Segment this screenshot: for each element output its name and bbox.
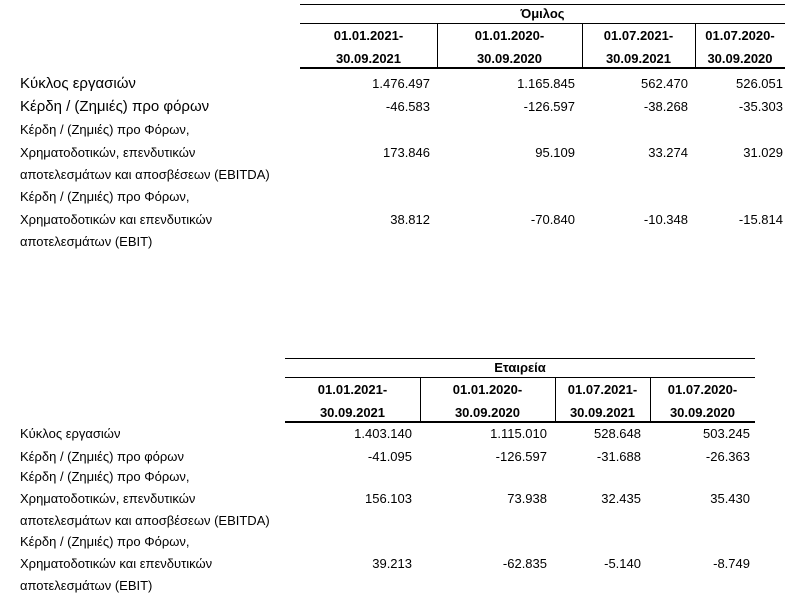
cell-value: 1.476.497 xyxy=(372,76,430,91)
row-label: Κέρδη / (Ζημιές) προ Φόρων, xyxy=(20,534,190,549)
column-header: 30.09.2021 xyxy=(605,51,672,66)
column-header: 30.09.2020 xyxy=(707,51,773,66)
cell-value: -62.835 xyxy=(502,556,547,571)
row-label: Κύκλος εργασιών xyxy=(20,426,121,441)
column-header: 30.09.2021 xyxy=(569,405,636,420)
row-label: Κύκλος εργασιών xyxy=(20,75,136,92)
cell-value: -5.140 xyxy=(604,556,641,571)
separator xyxy=(582,24,583,68)
row-label: αποτελεσμάτων (EBIT) xyxy=(20,578,153,593)
cell-value: 38.812 xyxy=(390,211,430,227)
rule xyxy=(285,421,755,423)
column-header: 30.09.2021 xyxy=(319,405,386,420)
cell-value: -126.597 xyxy=(523,99,575,114)
cell-value: -70.840 xyxy=(530,211,575,227)
cell-value: 173.846 xyxy=(383,144,430,160)
rule xyxy=(300,67,785,69)
column-header: 30.09.2021 xyxy=(335,51,402,66)
row-label: Κέρδη / (Ζημιές) προ Φόρων, xyxy=(20,189,190,204)
cell-value: -38.268 xyxy=(643,99,688,114)
cell-value: 1.403.140 xyxy=(354,426,412,441)
row-label: Χρηματοδοτικών, επενδυτικών xyxy=(20,491,196,506)
column-header: 01.07.2020- xyxy=(705,28,775,43)
cell-value: -41.095 xyxy=(367,449,412,464)
cell-value: 39.213 xyxy=(372,556,412,571)
column-header: 30.09.2020 xyxy=(454,405,521,420)
separator xyxy=(555,378,556,422)
cell-value: -46.583 xyxy=(385,99,430,114)
row-label: Χρηματοδοτικών, επενδυτικών xyxy=(20,144,196,160)
column-header: 01.01.2021- xyxy=(333,28,404,43)
row-label: αποτελεσμάτων (EBIT) xyxy=(20,234,153,249)
cell-value: 526.051 xyxy=(736,76,783,91)
group-title: Εταιρεία xyxy=(494,360,546,375)
cell-value: -126.597 xyxy=(495,449,547,464)
cell-value: -31.688 xyxy=(596,449,641,464)
row-label: Κέρδη / (Ζημιές) προ Φόρων, xyxy=(20,122,190,137)
cell-value: 31.029 xyxy=(743,144,783,160)
cell-value: 1.165.845 xyxy=(517,76,575,91)
separator xyxy=(695,24,696,68)
cell-value: -15.814 xyxy=(738,211,783,227)
row-label: Κέρδη / (Ζημιές) προ Φόρων, xyxy=(20,469,190,484)
cell-value: 1.115.010 xyxy=(490,426,547,441)
rule xyxy=(285,358,755,359)
row-label: Κέρδη / (Ζημιές) προ φόρων xyxy=(20,449,184,464)
row-label: αποτελεσμάτων και αποσβέσεων (EBITDA) xyxy=(20,513,270,528)
row-label: αποτελεσμάτων και αποσβέσεων (EBITDA) xyxy=(20,167,270,182)
rule xyxy=(300,4,785,5)
column-header: 30.09.2020 xyxy=(476,51,543,66)
group-title: Όμιλος xyxy=(520,6,565,21)
cell-value: -26.363 xyxy=(705,449,750,464)
cell-value: -8.749 xyxy=(713,556,750,571)
rule xyxy=(285,377,755,378)
column-header: 01.07.2020- xyxy=(667,382,738,397)
column-header: 01.01.2020- xyxy=(474,28,545,43)
cell-value: 156.103 xyxy=(365,491,412,506)
separator xyxy=(437,24,438,68)
cell-value: 528.648 xyxy=(594,426,641,441)
cell-value: 562.470 xyxy=(641,76,688,91)
cell-value: -35.303 xyxy=(738,99,783,114)
cell-value: 33.274 xyxy=(648,144,688,160)
separator xyxy=(420,378,421,422)
column-header: 30.09.2020 xyxy=(669,405,736,420)
row-label: Κέρδη / (Ζημιές) προ φόρων xyxy=(20,98,210,115)
column-header: 01.07.2021- xyxy=(603,28,674,43)
column-header: 01.01.2020- xyxy=(452,382,523,397)
row-label: Χρηματοδοτικών και επενδυτικών xyxy=(20,211,213,227)
column-header: 01.07.2021- xyxy=(567,382,638,397)
cell-value: -10.348 xyxy=(643,211,688,227)
column-header: 01.01.2021- xyxy=(317,382,388,397)
rule xyxy=(300,23,785,24)
cell-value: 32.435 xyxy=(601,491,641,506)
cell-value: 95.109 xyxy=(535,144,575,160)
row-label: Χρηματοδοτικών και επενδυτικών xyxy=(20,556,213,571)
separator xyxy=(650,378,651,422)
cell-value: 503.245 xyxy=(703,426,750,441)
cell-value: 73.938 xyxy=(507,491,547,506)
cell-value: 35.430 xyxy=(710,491,750,506)
